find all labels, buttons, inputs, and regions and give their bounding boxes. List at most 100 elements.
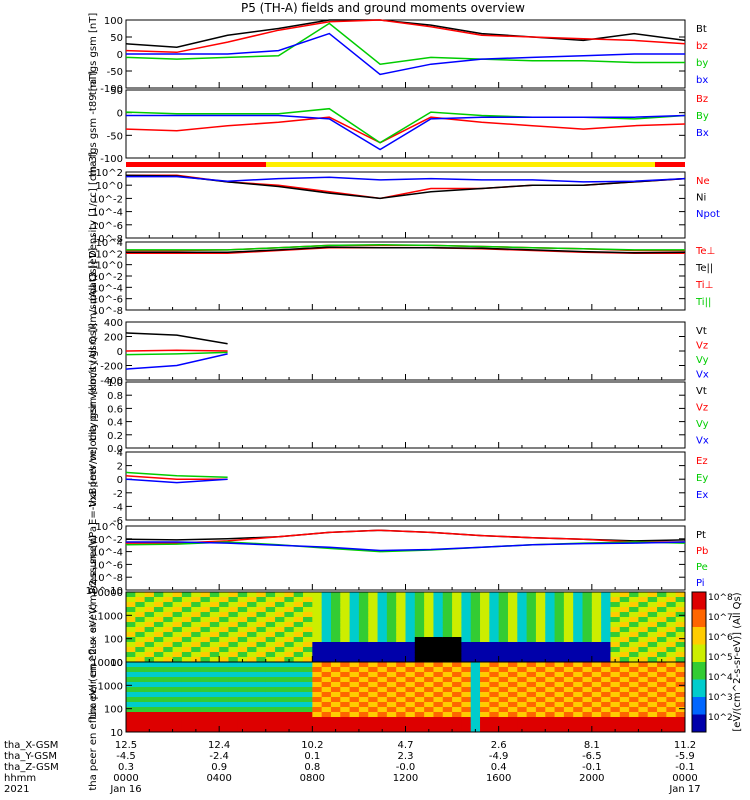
spectrogram-cell bbox=[349, 717, 360, 723]
spectrogram-cell bbox=[209, 597, 220, 603]
spectrogram-cell bbox=[647, 627, 658, 633]
series-line-bx bbox=[126, 32, 685, 76]
spectrogram-cell bbox=[573, 687, 584, 693]
spectrogram-cell bbox=[330, 632, 341, 638]
spectrogram-cell bbox=[237, 652, 248, 658]
spectrogram-cell bbox=[591, 672, 602, 678]
spectrogram-cell bbox=[545, 592, 556, 598]
spectrogram-cell bbox=[535, 717, 546, 723]
spectrogram-cell bbox=[489, 642, 500, 648]
x-col-y: -4.9 bbox=[489, 751, 509, 762]
spectrogram-cell bbox=[330, 667, 341, 673]
spectrogram-cell bbox=[675, 617, 686, 623]
spectrogram-cell bbox=[209, 677, 220, 683]
spectrogram-cell bbox=[563, 637, 574, 643]
spectrogram-cell bbox=[591, 687, 602, 693]
spectrogram-cell bbox=[666, 697, 677, 703]
spectrogram-cell bbox=[442, 722, 453, 728]
spectrogram-cell bbox=[358, 637, 369, 643]
x-col-y: -2.4 bbox=[209, 751, 229, 762]
spectrogram-cell bbox=[489, 702, 500, 708]
spectrogram-cell bbox=[275, 667, 285, 673]
spectrogram-cell bbox=[554, 722, 565, 728]
spectrogram-cell bbox=[181, 622, 192, 628]
spectrogram-cell bbox=[591, 657, 602, 663]
spectrogram-cell bbox=[657, 682, 667, 688]
spectrogram-cell bbox=[340, 632, 351, 638]
spectrogram-cell bbox=[237, 592, 248, 598]
spectrogram-cell bbox=[507, 592, 518, 598]
spectrogram-cell bbox=[647, 662, 658, 668]
spectrogram-cell bbox=[293, 682, 304, 688]
x-col-y: 2.3 bbox=[398, 751, 414, 762]
spectrogram-cell bbox=[126, 597, 136, 603]
spectrogram-cell bbox=[563, 697, 574, 703]
spectrogram-cell bbox=[545, 727, 556, 733]
spectrogram-cell bbox=[284, 592, 295, 598]
spectrogram-cell bbox=[657, 692, 667, 698]
spectrogram-cell bbox=[517, 662, 528, 668]
spectrogram-cell bbox=[163, 602, 174, 608]
legend-Bt: Bt bbox=[696, 24, 707, 35]
spectrogram-cell bbox=[275, 647, 285, 653]
spectrogram-cell bbox=[358, 667, 369, 673]
spectrogram-cell bbox=[303, 642, 313, 648]
spectrogram-cell bbox=[545, 637, 556, 643]
spectrogram-cell bbox=[219, 707, 229, 713]
spectrogram-cell bbox=[330, 612, 341, 618]
spectrogram-cell bbox=[507, 612, 518, 618]
spectrogram-cell bbox=[163, 722, 174, 728]
spectrogram-cell bbox=[228, 642, 239, 648]
spectrogram-cell bbox=[619, 652, 630, 658]
spectrogram-cell bbox=[405, 717, 416, 723]
spectrogram-cell bbox=[153, 607, 164, 613]
spectrogram-cell bbox=[507, 652, 518, 658]
y-tick-label: 10^-6 bbox=[92, 560, 123, 571]
spectrogram-cell bbox=[358, 627, 369, 633]
spectrogram-cell bbox=[647, 682, 658, 688]
spectrogram-cell bbox=[181, 687, 192, 693]
spectrogram-cell bbox=[489, 657, 500, 663]
spectrogram-cell bbox=[330, 697, 341, 703]
spectrogram-cell bbox=[386, 622, 397, 628]
spectrogram-cell bbox=[377, 647, 388, 653]
spectrogram-cell bbox=[358, 647, 369, 653]
spectrogram-cell bbox=[191, 652, 202, 658]
spectrogram-cell bbox=[284, 687, 295, 693]
spectrogram-cell bbox=[666, 662, 677, 668]
colorbar-segment bbox=[692, 644, 706, 663]
spectrogram-cell bbox=[433, 647, 444, 653]
spectrogram-cell bbox=[405, 667, 416, 673]
spectrogram-cell bbox=[573, 652, 584, 658]
x-col-y: -5.9 bbox=[675, 751, 695, 762]
spectrogram-cell bbox=[554, 602, 565, 608]
spectrogram-cell bbox=[480, 712, 490, 718]
spectrogram-cell bbox=[675, 682, 686, 688]
colorbar-tick-label: 10^7 bbox=[708, 613, 733, 623]
spectrogram-cell bbox=[312, 712, 323, 718]
spectrogram-cell bbox=[517, 592, 528, 598]
spectrogram-cell bbox=[480, 617, 490, 623]
spectrogram-cell bbox=[545, 662, 556, 668]
spectrogram-cell bbox=[181, 727, 192, 733]
spectrogram-cell bbox=[219, 687, 229, 693]
spectrogram-cell bbox=[563, 617, 574, 623]
spectrogram-cell bbox=[330, 662, 341, 668]
x-col-hhmm: 0800 bbox=[300, 773, 325, 784]
spectrogram-cell bbox=[638, 637, 649, 643]
spectrogram-cell bbox=[433, 722, 444, 728]
spectrogram-cell bbox=[498, 717, 509, 723]
spectrogram-cell bbox=[377, 697, 388, 703]
spectrogram-cell bbox=[144, 667, 155, 673]
spectrogram-cell bbox=[498, 632, 509, 638]
spectrogram-cell bbox=[349, 597, 360, 603]
spectrogram-cell bbox=[340, 637, 351, 643]
spectrogram-cell bbox=[135, 662, 146, 668]
spectrogram-cell bbox=[424, 642, 434, 648]
spectrogram-cell bbox=[489, 652, 500, 658]
spectrogram-cell bbox=[452, 632, 462, 638]
spectrogram-cell bbox=[610, 602, 621, 608]
spectrogram-cell bbox=[507, 672, 518, 678]
spectrogram-cell bbox=[489, 722, 500, 728]
